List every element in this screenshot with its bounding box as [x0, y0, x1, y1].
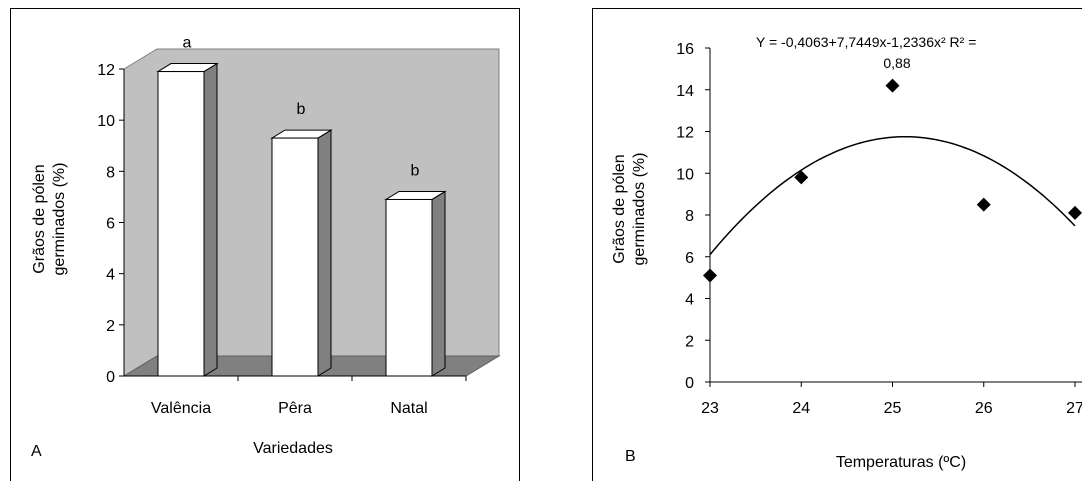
- bar-face: [271, 137, 319, 377]
- x-tick-label: 24: [792, 400, 810, 417]
- bar-chart-svg: 0 2 4 6 8 10 12 a b b Valência Pêra Natal Grãos de…: [31, 35, 501, 460]
- x-tick-label: 26: [975, 400, 993, 417]
- x-tick-label: 25: [884, 400, 902, 417]
- chart-panel-a: 0 2 4 6 8 10 12 a b b Valência Pêra Natal Grãos de…: [10, 8, 520, 481]
- bar-side: [317, 129, 332, 377]
- regression-equation-line1: Y = -0,4063+7,7449x-1,2336x² R² =: [756, 34, 976, 50]
- y-axis-ticks: 0 2 4 6 8 10 12: [97, 62, 124, 386]
- y-tick-label: 10: [97, 113, 115, 130]
- data-point: [976, 197, 991, 212]
- panel-label-b: B: [625, 448, 636, 465]
- y-tick-label: 4: [685, 292, 694, 309]
- data-point: [1068, 205, 1082, 220]
- y-axis-title-line1: Grãos de pólen: [31, 164, 48, 273]
- x-tick-label: Pêra: [278, 400, 312, 417]
- significance-letter: b: [411, 162, 420, 179]
- y-tick-label: 4: [106, 267, 115, 284]
- y-axis-title-line2: germinados (%): [631, 153, 648, 266]
- x-axis-title: Variedades: [253, 440, 333, 457]
- x-tick-label: 23: [701, 400, 719, 417]
- y-tick-label: 10: [676, 166, 694, 183]
- bar: b: [270, 101, 333, 377]
- regression-curve: [709, 135, 1076, 256]
- y-tick-label: 2: [106, 318, 115, 335]
- y-axis-title-line2: germinados (%): [51, 163, 68, 276]
- y-tick-label: 0: [106, 369, 115, 386]
- y-tick-label: 8: [685, 208, 694, 225]
- y-tick-label: 0: [685, 375, 694, 392]
- y-tick-label: 8: [106, 164, 115, 181]
- x-tick-label: Natal: [390, 400, 427, 417]
- regression-equation-line2: 0,88: [883, 55, 910, 71]
- bar-face: [385, 198, 433, 377]
- y-tick-label: 14: [676, 83, 694, 100]
- bar-side: [431, 190, 446, 377]
- x-axis-ticks: 23 24 25 26 27: [701, 382, 1082, 417]
- bars-group: a b b: [156, 35, 447, 377]
- y-tick-label: 6: [106, 216, 115, 233]
- x-tick-label: Valência: [151, 400, 211, 417]
- bar-face: [157, 71, 205, 377]
- significance-letter: b: [297, 101, 306, 118]
- y-tick-label: 16: [676, 41, 694, 58]
- y-axis-ticks: 0 2 4 6 8 10 12 14 16: [676, 41, 710, 392]
- x-axis-tick-labels: Valência Pêra Natal: [151, 376, 467, 417]
- x-axis-title: Temperaturas (ºC): [836, 454, 966, 471]
- data-point: [885, 78, 900, 93]
- y-tick-label: 6: [685, 250, 694, 267]
- data-points-group: [703, 78, 1082, 283]
- bar-side: [203, 62, 218, 377]
- bar: a: [156, 35, 219, 377]
- bar: b: [384, 162, 447, 377]
- x-tick-label: 27: [1066, 400, 1082, 417]
- y-tick-label: 12: [676, 125, 694, 142]
- data-point: [703, 268, 717, 283]
- chart-panel-b: 0 2 4 6 8 10 12 14 16 23 24 25 26 27 Y = -0,4063+7,7…: [592, 8, 1082, 481]
- data-point: [794, 170, 809, 185]
- y-tick-label: 2: [685, 333, 694, 350]
- y-tick-label: 12: [97, 62, 115, 79]
- y-axis-title-line1: Grãos de pólen: [611, 154, 628, 263]
- panel-label-a: A: [31, 443, 42, 460]
- significance-letter: a: [183, 35, 192, 52]
